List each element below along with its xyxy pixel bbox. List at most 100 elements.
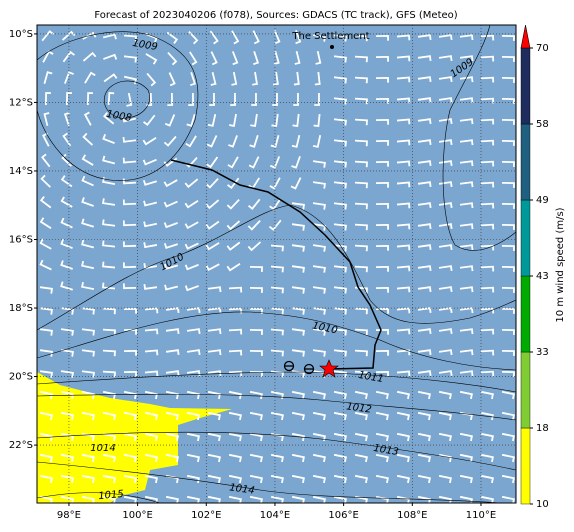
wind-barb	[375, 97, 389, 104]
wind-barb	[375, 453, 389, 463]
wind-barb	[102, 134, 115, 145]
wind-barb	[168, 72, 176, 87]
wind-barb	[60, 281, 73, 291]
wind-barb	[227, 177, 240, 190]
wind-barb	[459, 181, 474, 188]
wind-barb	[142, 158, 157, 166]
isobar	[36, 204, 517, 331]
wind-barb	[163, 222, 178, 229]
wind-barb	[122, 262, 137, 269]
wind-barb	[291, 156, 301, 169]
wind-barb	[459, 202, 474, 209]
wind-barb	[333, 349, 347, 357]
wind-barb	[438, 432, 452, 442]
wind-barb	[333, 390, 347, 400]
wind-barb	[249, 411, 263, 421]
wind-barb	[167, 51, 178, 66]
wind-barb	[333, 34, 347, 42]
wind-barb	[438, 55, 453, 61]
wind-barb	[294, 50, 301, 65]
wind-barb	[480, 474, 494, 484]
colorbar-tick-label: 33	[536, 347, 549, 358]
wind-barb	[501, 76, 515, 83]
isobar	[36, 393, 517, 421]
wind-barb	[333, 202, 347, 210]
wind-barb	[186, 349, 201, 355]
wind-barb	[207, 495, 221, 505]
wind-barb	[107, 92, 115, 106]
wind-barb	[45, 92, 51, 106]
wind-barb	[226, 262, 241, 272]
wind-barb	[480, 453, 494, 463]
wind-barb	[438, 453, 452, 463]
wind-barb	[333, 432, 347, 442]
wind-barb	[186, 328, 201, 334]
y-tick-label: 18°S	[9, 303, 33, 314]
wind-barb	[228, 286, 243, 293]
wind-barb	[291, 349, 305, 357]
wind-barb	[122, 220, 137, 227]
wind-barb	[81, 239, 95, 249]
wind-barb	[312, 134, 322, 148]
wind-barb	[249, 265, 263, 272]
wind-barb	[417, 97, 432, 104]
wind-barb	[501, 286, 515, 293]
wind-barb	[270, 349, 284, 357]
wind-barb	[186, 432, 200, 442]
wind-barb	[207, 453, 221, 463]
wind-barb	[396, 307, 411, 314]
wind-barb	[186, 474, 200, 484]
wind-barb	[354, 244, 368, 252]
wind-barb	[375, 328, 389, 335]
wind-barb	[480, 97, 495, 104]
wind-barb	[459, 118, 474, 125]
wind-barb	[501, 307, 515, 314]
wind-barb	[102, 282, 116, 290]
wind-barb	[61, 153, 72, 167]
wind-barb	[60, 474, 74, 484]
wind-barb	[65, 92, 72, 106]
wind-barb	[190, 72, 196, 87]
wind-barb	[188, 92, 195, 106]
wind-barb	[459, 328, 474, 335]
wind-barb	[417, 139, 432, 146]
wind-barb	[333, 370, 347, 378]
wind-barb	[253, 51, 260, 66]
wind-barb	[123, 328, 137, 335]
isobar-label: 1008	[105, 109, 132, 124]
wind-barb	[375, 223, 389, 230]
y-tick-label: 20°S	[9, 372, 33, 383]
wind-barb	[123, 495, 137, 505]
wind-barb	[438, 370, 453, 376]
wind-barb	[122, 241, 137, 248]
wind-barb	[501, 453, 515, 463]
wind-barb	[438, 118, 453, 124]
wind-barb	[143, 200, 158, 207]
wind-barb	[459, 244, 474, 251]
wind-barb	[354, 97, 368, 105]
wind-barb	[163, 135, 177, 147]
map-frame	[36, 24, 517, 504]
wind-barb	[354, 55, 368, 63]
wind-barb	[459, 55, 474, 62]
wind-barb	[501, 34, 515, 41]
wind-barb	[81, 495, 95, 505]
wind-barb	[122, 199, 137, 206]
wind-barb	[375, 495, 389, 505]
isobar	[36, 371, 517, 393]
wind-barb	[249, 328, 263, 335]
wind-barb	[122, 283, 137, 290]
wind-barb	[312, 160, 326, 168]
storm-track	[170, 159, 382, 370]
x-tick-label: 100°E	[122, 510, 152, 521]
wind-barb	[270, 244, 284, 252]
wind-barb	[144, 495, 158, 505]
wind-barb	[417, 244, 432, 251]
wind-barb	[417, 76, 432, 83]
wind-barb	[165, 370, 180, 377]
wind-barb	[102, 411, 116, 421]
wind-barb	[184, 242, 199, 250]
wind-barb	[165, 495, 179, 505]
colorbar-tick-label: 49	[536, 195, 549, 206]
wind-barb	[270, 432, 284, 442]
